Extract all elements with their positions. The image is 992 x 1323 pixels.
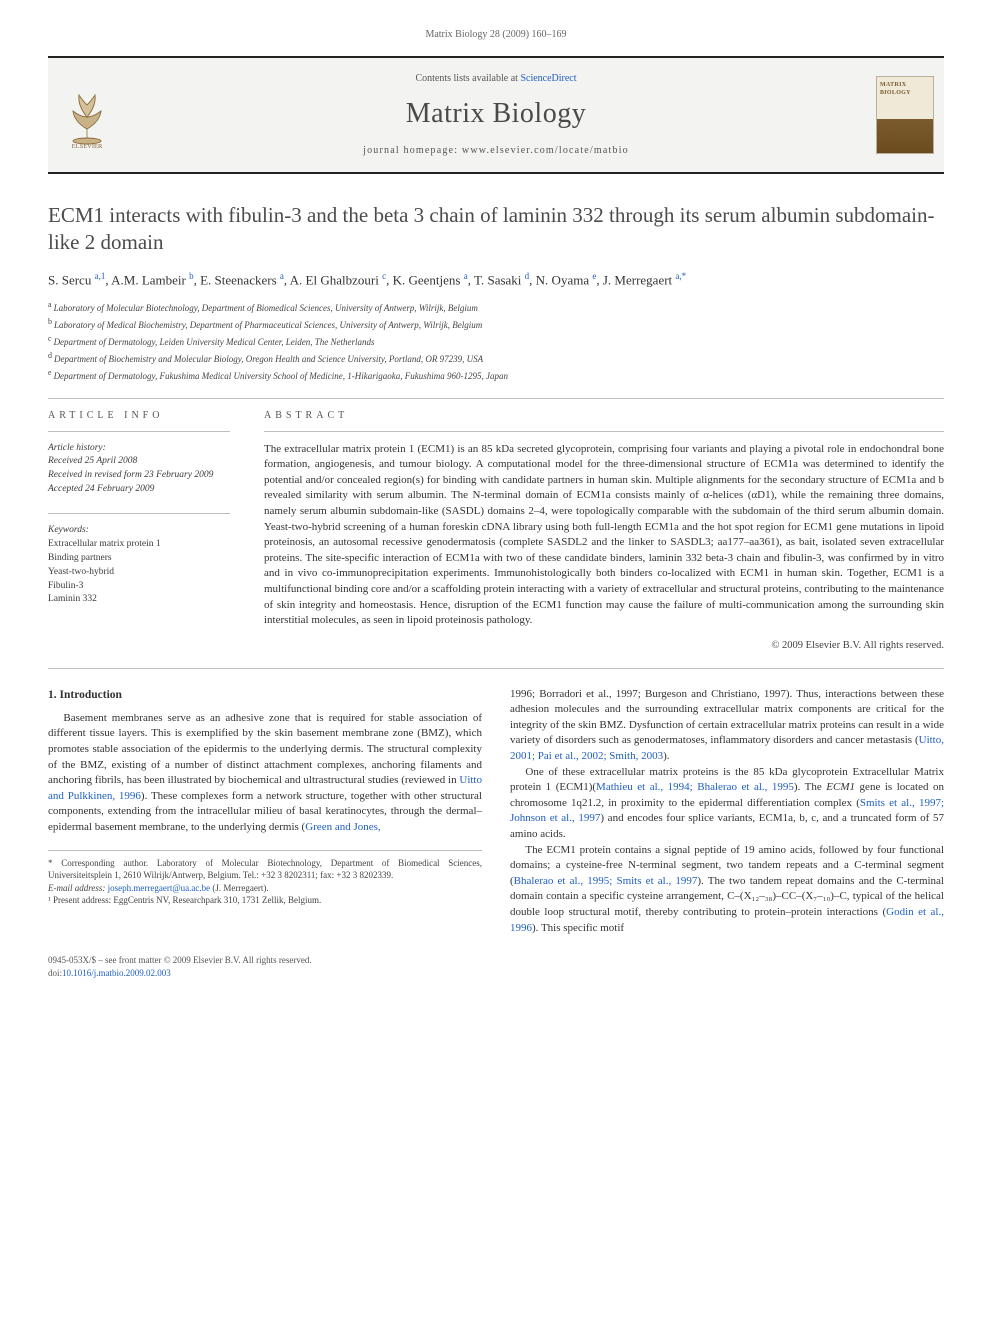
- footer-meta: 0945-053X/$ – see front matter © 2009 El…: [48, 954, 944, 979]
- publisher-logo: ELSEVIER: [48, 58, 126, 172]
- article-title: ECM1 interacts with fibulin-3 and the be…: [48, 202, 944, 256]
- elsevier-tree-icon: ELSEVIER: [60, 81, 114, 149]
- article-info-head: ARTICLE INFO: [48, 409, 230, 423]
- doi-line: doi:10.1016/j.matbio.2009.02.003: [48, 967, 944, 980]
- body-paragraph: One of these extracellular matrix protei…: [510, 765, 944, 843]
- divider: [264, 431, 944, 432]
- keyword-item: Yeast-two-hybrid: [48, 566, 230, 580]
- keyword-item: Binding partners: [48, 552, 230, 566]
- contents-prefix: Contents lists available at: [415, 73, 520, 84]
- body-paragraph: Basement membranes serve as an adhesive …: [48, 711, 482, 836]
- homepage-prefix: journal homepage:: [363, 145, 462, 156]
- accepted-date: Accepted 24 February 2009: [48, 483, 230, 497]
- keywords-list: Extracellular matrix protein 1Binding pa…: [48, 538, 230, 607]
- abstract-head: ABSTRACT: [264, 409, 944, 423]
- intro-heading: 1. Introduction: [48, 687, 482, 703]
- keywords-block: Keywords: Extracellular matrix protein 1…: [48, 524, 230, 608]
- abstract-copyright: © 2009 Elsevier B.V. All rights reserved…: [264, 639, 944, 654]
- journal-homepage: journal homepage: www.elsevier.com/locat…: [363, 144, 629, 158]
- front-matter-line: 0945-053X/$ – see front matter © 2009 El…: [48, 954, 944, 967]
- abstract-column: ABSTRACT The extracellular matrix protei…: [264, 409, 944, 654]
- footnotes: * Corresponding author. Laboratory of Mo…: [48, 850, 482, 907]
- journal-title: Matrix Biology: [406, 94, 586, 133]
- doi-label: doi:: [48, 968, 62, 978]
- divider: [48, 513, 230, 514]
- divider: [48, 398, 944, 399]
- email-tail: (J. Merregaert).: [210, 883, 268, 893]
- received-date: Received 25 April 2008: [48, 455, 230, 469]
- body-paragraph: The ECM1 protein contains a signal pepti…: [510, 843, 944, 937]
- keywords-label: Keywords:: [48, 524, 230, 538]
- author-list: S. Sercu a,1, A.M. Lambeir b, E. Steenac…: [48, 270, 944, 290]
- contents-list-line: Contents lists available at ScienceDirec…: [415, 72, 576, 86]
- journal-cover-thumb: [866, 58, 944, 172]
- keyword-item: Extracellular matrix protein 1: [48, 538, 230, 552]
- revised-date: Received in revised form 23 February 200…: [48, 469, 230, 483]
- article-history: Article history: Received 25 April 2008 …: [48, 442, 230, 497]
- keyword-item: Fibulin-3: [48, 580, 230, 594]
- present-address-note: ¹ Present address: EggCentris NV, Resear…: [48, 894, 482, 907]
- sciencedirect-link[interactable]: ScienceDirect: [520, 73, 576, 84]
- body-paragraph: 1996; Borradori et al., 1997; Burgeson a…: [510, 687, 944, 765]
- email-label: E-mail address:: [48, 883, 108, 893]
- cover-image-icon: [876, 76, 934, 154]
- corresponding-email[interactable]: joseph.merregaert@ua.ac.be: [108, 883, 211, 893]
- divider: [48, 431, 230, 432]
- affiliations: aLaboratory of Molecular Biotechnology, …: [48, 299, 944, 383]
- homepage-url[interactable]: www.elsevier.com/locate/matbio: [462, 145, 629, 156]
- keyword-item: Laminin 332: [48, 593, 230, 607]
- doi-link[interactable]: 10.1016/j.matbio.2009.02.003: [62, 968, 171, 978]
- abstract-text: The extracellular matrix protein 1 (ECM1…: [264, 442, 944, 629]
- divider: [48, 668, 944, 669]
- elsevier-label: ELSEVIER: [72, 143, 103, 149]
- body-columns: 1. Introduction Basement membranes serve…: [48, 687, 944, 937]
- corresponding-author-note: * Corresponding author. Laboratory of Mo…: [48, 857, 482, 882]
- running-head: Matrix Biology 28 (2009) 160–169: [48, 28, 944, 42]
- info-abstract-row: ARTICLE INFO Article history: Received 2…: [48, 409, 944, 654]
- journal-masthead: ELSEVIER Contents lists available at Sci…: [48, 56, 944, 174]
- email-line: E-mail address: joseph.merregaert@ua.ac.…: [48, 882, 482, 895]
- history-label: Article history:: [48, 442, 230, 456]
- article-info-column: ARTICLE INFO Article history: Received 2…: [48, 409, 230, 654]
